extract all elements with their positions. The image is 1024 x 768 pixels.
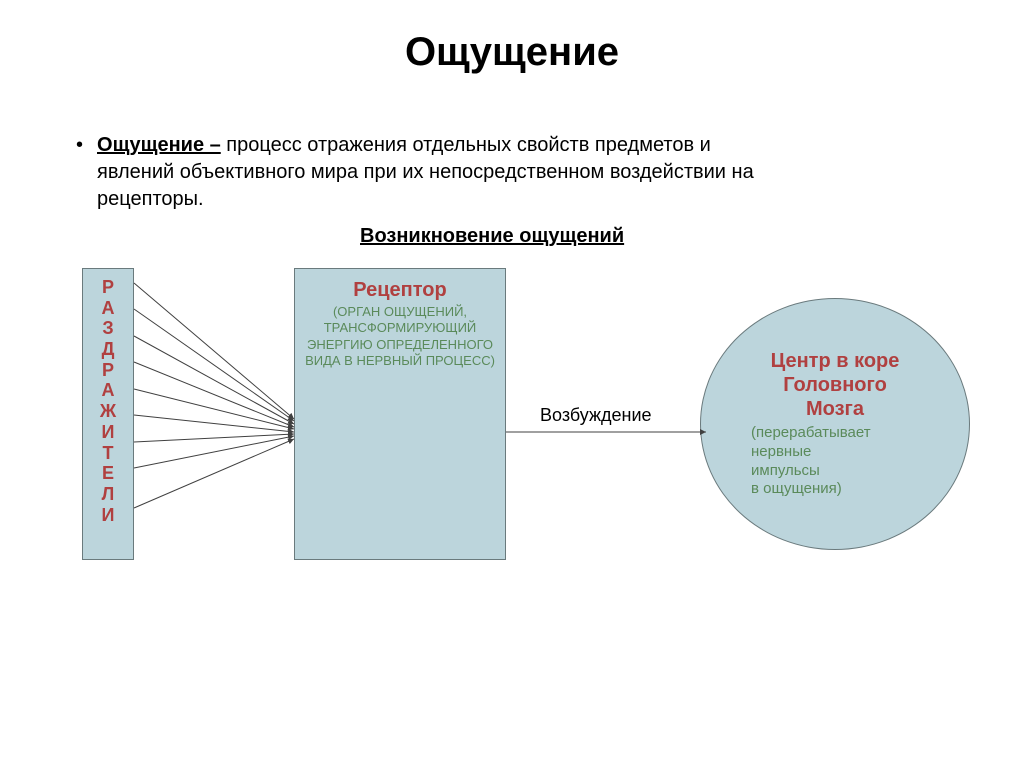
stimuli-letter: Е [102,463,114,484]
stimuli-letter: Ж [100,401,116,422]
brain-sub-l1: (перерабатывает [751,424,871,441]
stimuli-letter: Д [102,339,115,360]
definition-block: • Ощущение – процесс отражения отдельных… [76,132,956,213]
definition-rest1: процесс отражения отдельных свойств пред… [221,134,711,156]
brain-title: Центр в коре Головного Мозга [771,349,900,421]
slide-title: Ощущение [0,30,1024,75]
stimuli-letter: Л [102,484,115,505]
stimuli-letter: И [102,505,115,526]
brain-sub-l3: импульсы [751,462,820,479]
brain-title-l3: Мозга [806,398,864,420]
diagram-subtitle: Возникновение ощущений [360,225,624,248]
brain-title-l1: Центр в коре [771,350,900,372]
receptor-title: Рецептор [303,279,497,302]
receptor-subtitle: (ОРГАН ОЩУЩЕНИЙ, ТРАНСФОРМИРУЮЩИЙ ЭНЕРГИ… [303,304,497,369]
definition-line2: явлений объективного мира при их непосре… [97,159,754,186]
brain-title-l2: Головного [783,374,887,396]
stimuli-box: РАЗДРАЖИТЕЛИ [82,268,134,560]
brain-sub-l4: в ощущения) [751,480,842,497]
bullet-icon: • [76,132,83,158]
brain-ellipse: Центр в коре Головного Мозга (перерабаты… [700,298,970,550]
brain-subtitle: (перерабатывает нервные импульсы в ощуще… [731,424,871,499]
definition-lead: Ощущение – [97,134,221,156]
stimuli-letter: З [102,318,113,339]
brain-sub-l2: нервные [751,443,811,460]
stimuli-letter: Т [103,443,114,464]
receptor-box: Рецептор (ОРГАН ОЩУЩЕНИЙ, ТРАНСФОРМИРУЮЩ… [294,268,506,560]
definition-line3: рецепторы. [97,186,754,213]
stimuli-letter: И [102,422,115,443]
arrow-label: Возбуждение [540,405,652,426]
stimuli-letter: А [102,380,115,401]
definition-text: Ощущение – процесс отражения отдельных с… [97,132,754,213]
stimuli-letter: Р [102,277,114,298]
stimuli-letter: Р [102,360,114,381]
stimuli-letter: А [102,298,115,319]
